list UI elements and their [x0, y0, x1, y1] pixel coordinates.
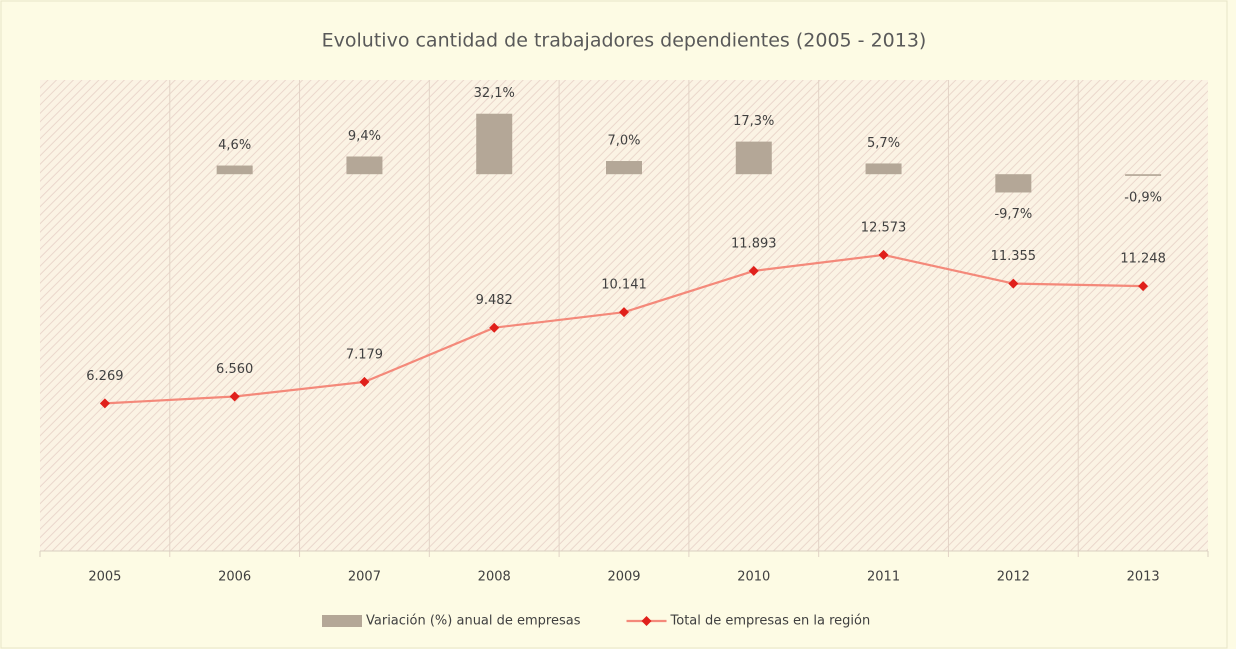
marker [619, 307, 629, 318]
data-label: 6.269 [86, 369, 123, 384]
data-label: 32,1% [474, 86, 515, 101]
x-tick-label: 2013 [1127, 570, 1160, 585]
data-label: 6.560 [216, 362, 253, 377]
bar [735, 141, 772, 175]
bar [865, 163, 902, 175]
marker [359, 376, 370, 387]
x-tick-label: 2007 [348, 570, 381, 585]
legend-label: Total de empresas en la región [670, 614, 871, 629]
chart-title: Evolutivo cantidad de trabajadores depen… [322, 30, 927, 52]
legend-label: Variación (%) anual de empresas [366, 614, 581, 629]
legend-marker [641, 616, 652, 626]
x-tick-label: 2012 [997, 570, 1030, 585]
bar [606, 161, 642, 175]
x-tick-label: 2010 [737, 570, 770, 585]
bar [476, 113, 513, 175]
data-label: 11.248 [1120, 252, 1166, 267]
marker [748, 265, 759, 276]
data-label: 7.179 [346, 347, 383, 362]
data-label: -0,9% [1124, 190, 1162, 205]
data-label: 5,7% [867, 136, 900, 151]
data-label: -9,7% [994, 207, 1032, 222]
data-label: 17,3% [733, 114, 774, 129]
data-label: 9,4% [348, 129, 381, 144]
bar [346, 156, 383, 175]
x-tick-label: 2006 [218, 570, 251, 585]
data-label: 7,0% [607, 134, 640, 149]
data-label: 12.573 [861, 220, 907, 235]
marker [878, 249, 889, 260]
legend-swatch [322, 615, 362, 627]
marker [489, 322, 500, 333]
x-tick-label: 2008 [478, 570, 511, 585]
data-label: 10.141 [601, 278, 647, 293]
data-label: 9.482 [476, 293, 513, 308]
marker [99, 398, 110, 409]
bar [216, 165, 253, 175]
data-label: 11.355 [991, 249, 1037, 264]
data-label: 11.893 [731, 236, 777, 251]
marker [229, 391, 240, 402]
marker [1008, 278, 1019, 289]
bar [995, 174, 1032, 193]
x-tick-label: 2009 [607, 570, 640, 585]
marker [1138, 281, 1149, 292]
data-label: 4,6% [218, 138, 251, 153]
x-tick-label: 2011 [867, 570, 900, 585]
bar [1125, 174, 1162, 176]
x-tick-label: 2005 [88, 570, 121, 585]
